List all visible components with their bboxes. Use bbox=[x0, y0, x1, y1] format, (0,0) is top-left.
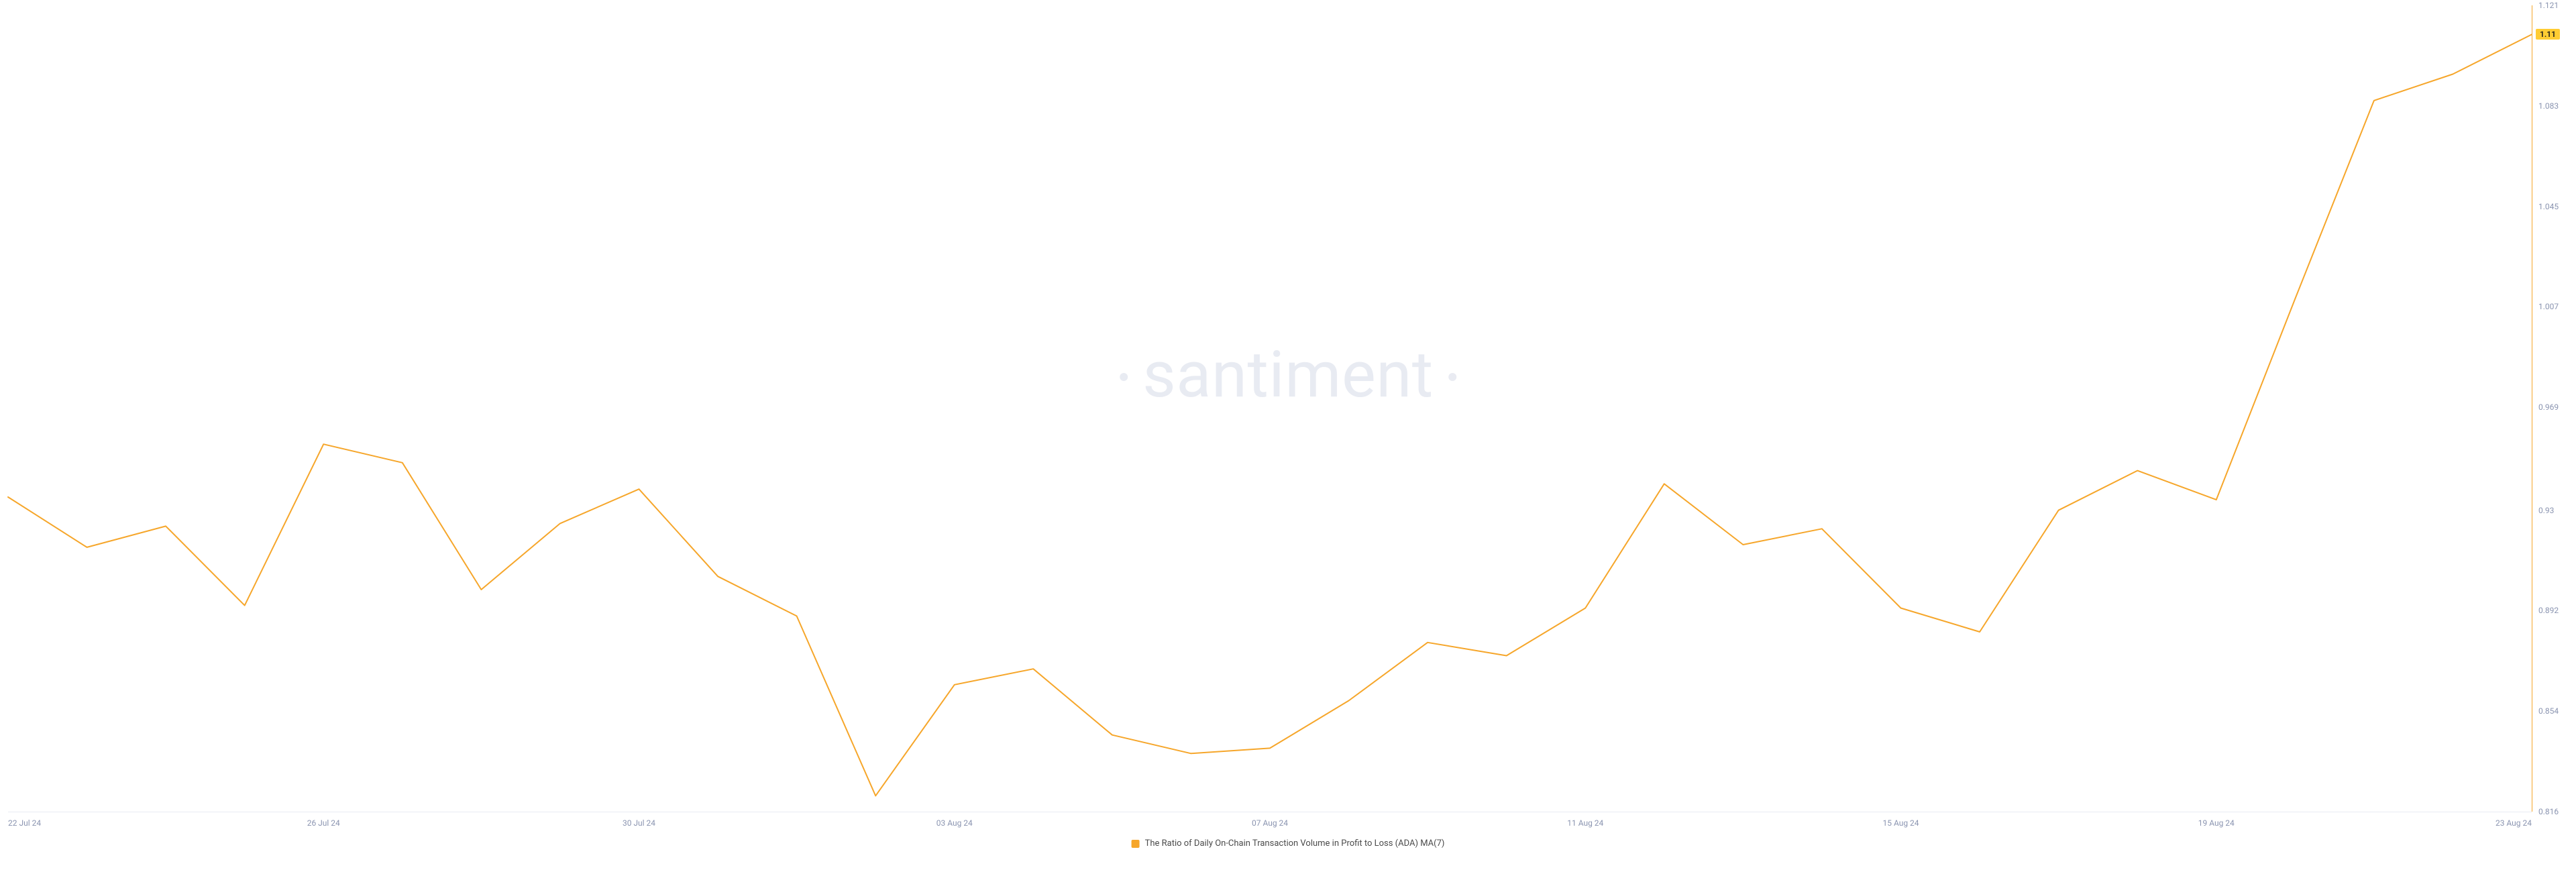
y-tick: 0.816 bbox=[2538, 807, 2559, 816]
y-tick: 0.93 bbox=[2538, 506, 2554, 515]
legend-label: The Ratio of Daily On-Chain Transaction … bbox=[1145, 838, 1445, 849]
y-tick: 0.969 bbox=[2538, 402, 2559, 412]
last-value-text: 1.11 bbox=[2540, 30, 2556, 39]
y-tick: 0.854 bbox=[2538, 706, 2559, 716]
y-tick: 1.007 bbox=[2538, 302, 2559, 311]
chart-container: santiment 0.8160.8540.8920.930.9691.0071… bbox=[0, 0, 2576, 872]
x-tick: 30 Jul 24 bbox=[623, 818, 655, 828]
legend: The Ratio of Daily On-Chain Transaction … bbox=[1132, 838, 1445, 849]
x-tick: 03 Aug 24 bbox=[936, 818, 973, 828]
y-tick: 0.892 bbox=[2538, 606, 2559, 615]
x-axis: 22 Jul 24 26 Jul 24 30 Jul 24 03 Aug 24 07 A… bbox=[0, 818, 2576, 834]
legend-swatch bbox=[1132, 840, 1140, 848]
x-tick: 15 Aug 24 bbox=[1882, 818, 1919, 828]
x-tick: 19 Aug 24 bbox=[2198, 818, 2235, 828]
series-line bbox=[8, 34, 2532, 796]
y-tick: 1.083 bbox=[2538, 101, 2559, 111]
x-tick: 23 Aug 24 bbox=[2496, 818, 2532, 828]
x-tick: 22 Jul 24 bbox=[8, 818, 41, 828]
x-tick: 11 Aug 24 bbox=[1567, 818, 1603, 828]
last-value-badge: 1.11 bbox=[2536, 29, 2560, 40]
y-tick: 1.121 bbox=[2538, 1, 2559, 10]
chart-svg bbox=[0, 0, 2576, 872]
x-tick: 26 Jul 24 bbox=[307, 818, 340, 828]
x-tick: 07 Aug 24 bbox=[1252, 818, 1288, 828]
y-tick: 1.045 bbox=[2538, 202, 2559, 211]
